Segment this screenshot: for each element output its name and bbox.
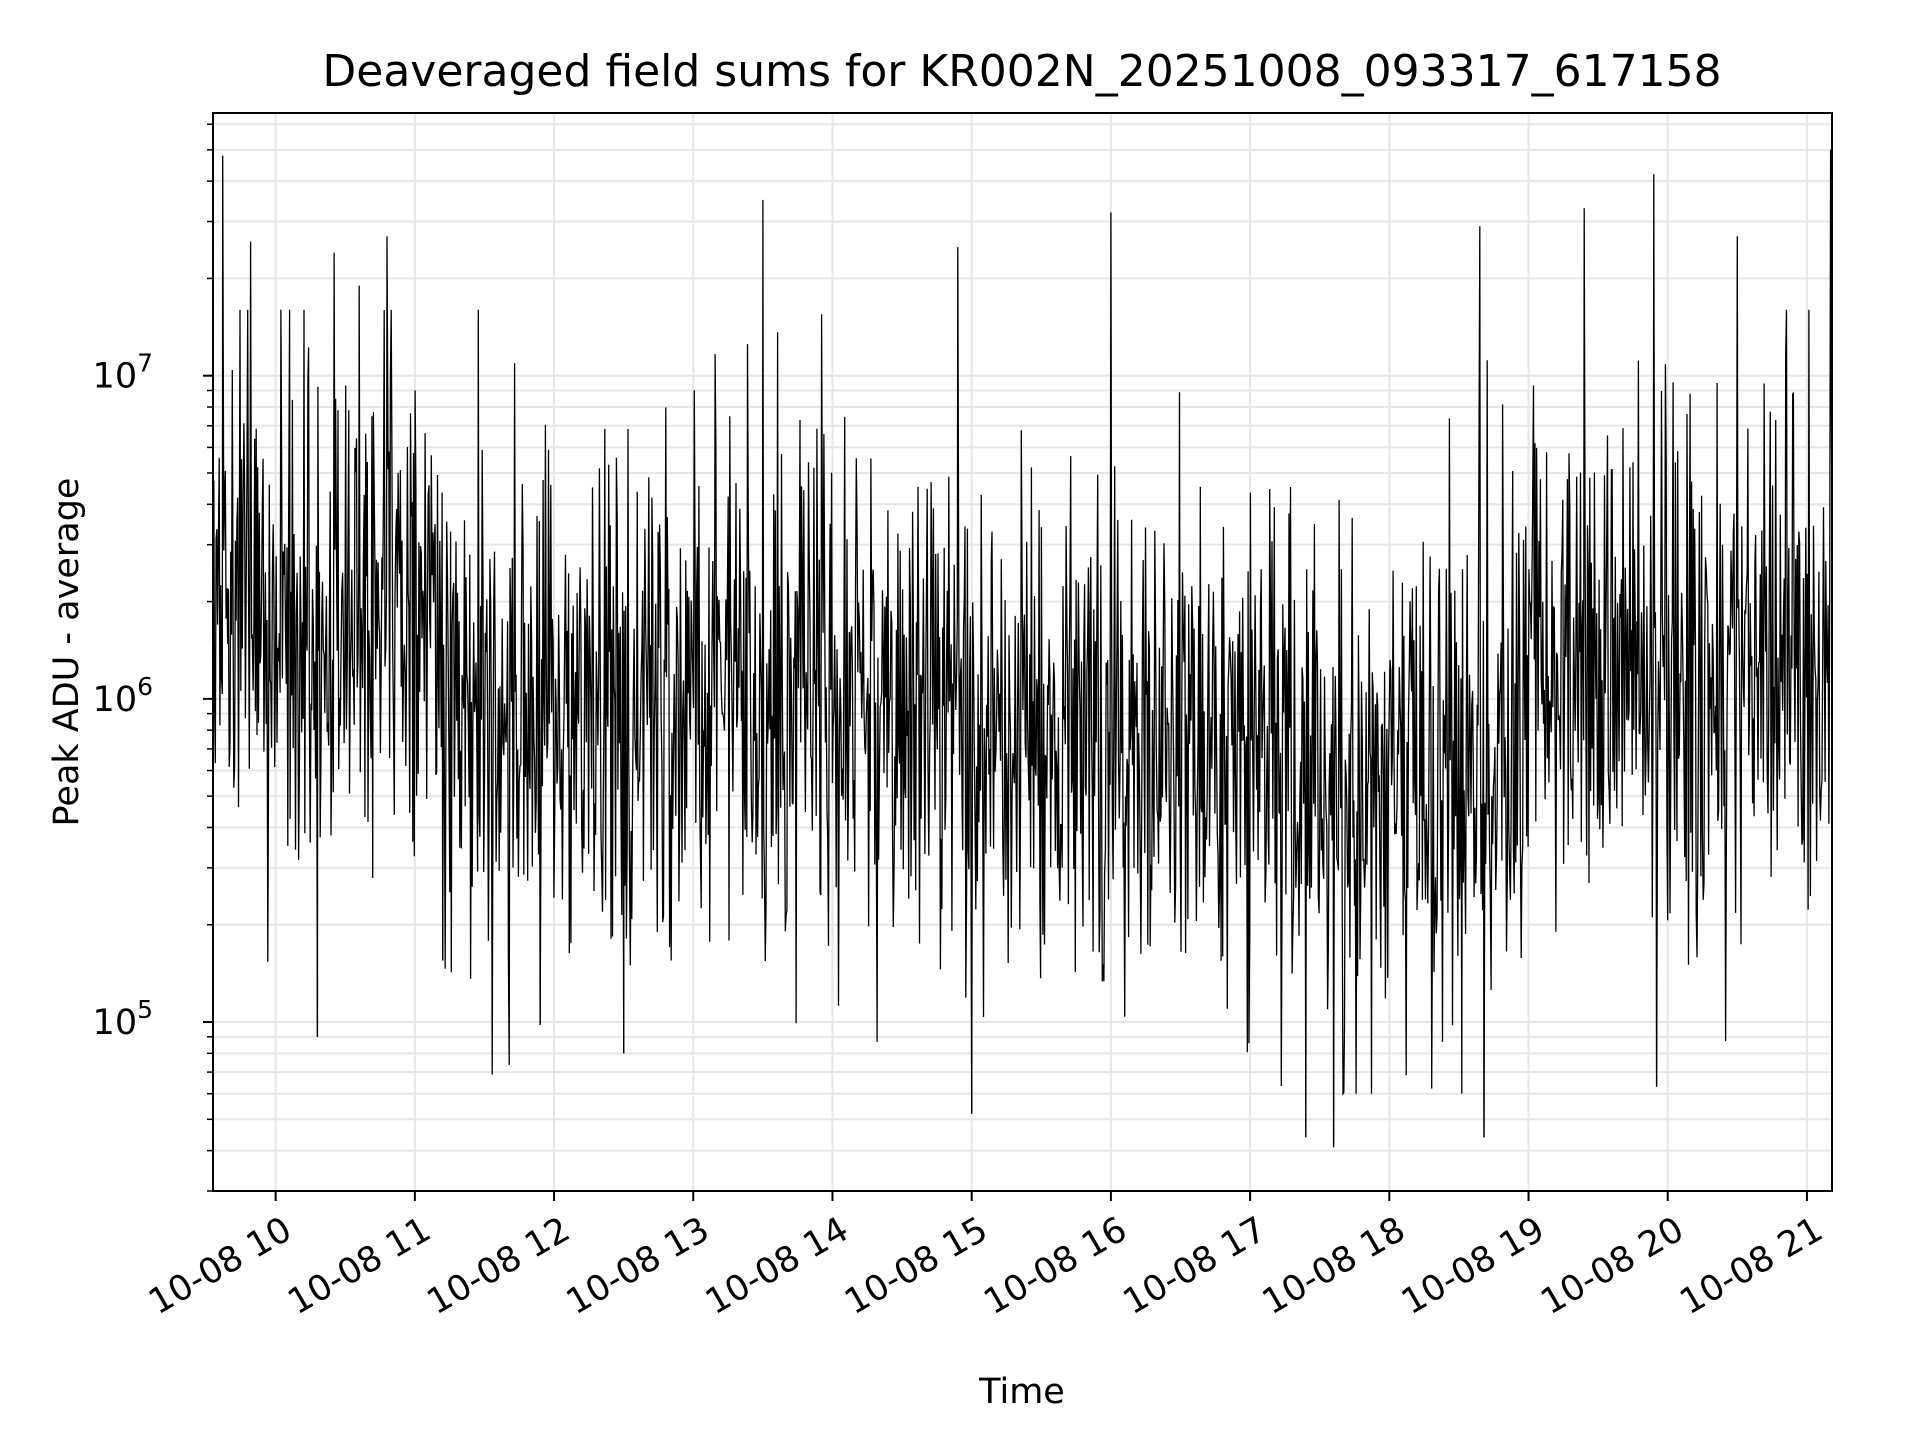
- x-axis-label: Time: [978, 1372, 1065, 1412]
- y-tick-label: 106: [93, 672, 153, 720]
- plot-frame: [212, 112, 1833, 1192]
- chart-title: Deaveraged field sums for KR002N_2025100…: [322, 46, 1721, 97]
- y-tick-label: 105: [93, 995, 153, 1043]
- plot-area: [213, 149, 1832, 1148]
- y-tick-label: 107: [93, 349, 153, 397]
- y-axis-label: Peak ADU - average: [47, 478, 87, 827]
- series-line: [213, 149, 1832, 1148]
